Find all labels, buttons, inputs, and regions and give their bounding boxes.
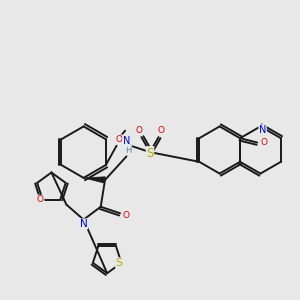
Text: O: O xyxy=(260,138,267,147)
Text: O: O xyxy=(123,211,130,220)
Text: O: O xyxy=(136,126,143,135)
Text: H: H xyxy=(125,146,132,154)
Polygon shape xyxy=(84,177,105,183)
Text: O: O xyxy=(115,135,122,144)
Text: O: O xyxy=(37,195,44,204)
Text: N: N xyxy=(80,219,87,229)
Text: S: S xyxy=(146,147,154,160)
Text: N: N xyxy=(259,124,266,135)
Text: S: S xyxy=(116,258,123,268)
Text: O: O xyxy=(157,126,164,135)
Text: N: N xyxy=(123,136,130,146)
